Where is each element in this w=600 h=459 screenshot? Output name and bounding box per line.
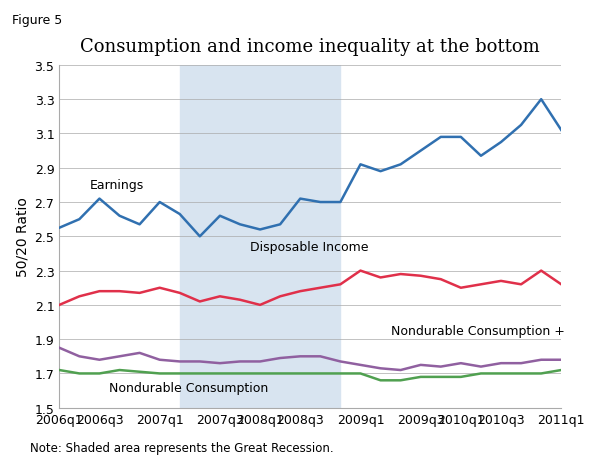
Text: Figure 5: Figure 5 [12, 14, 62, 27]
Text: Nondurable Consumption +: Nondurable Consumption + [391, 325, 565, 337]
Title: Consumption and income inequality at the bottom: Consumption and income inequality at the… [80, 38, 540, 56]
Text: Disposable Income: Disposable Income [250, 241, 368, 253]
Y-axis label: 50/20 Ratio: 50/20 Ratio [15, 197, 29, 277]
Text: Note: Shaded area represents the Great Recession.: Note: Shaded area represents the Great R… [30, 442, 334, 454]
Bar [180, 66, 340, 408]
Text: Earnings: Earnings [89, 179, 143, 192]
Text: Nondurable Consumption: Nondurable Consumption [109, 381, 269, 395]
